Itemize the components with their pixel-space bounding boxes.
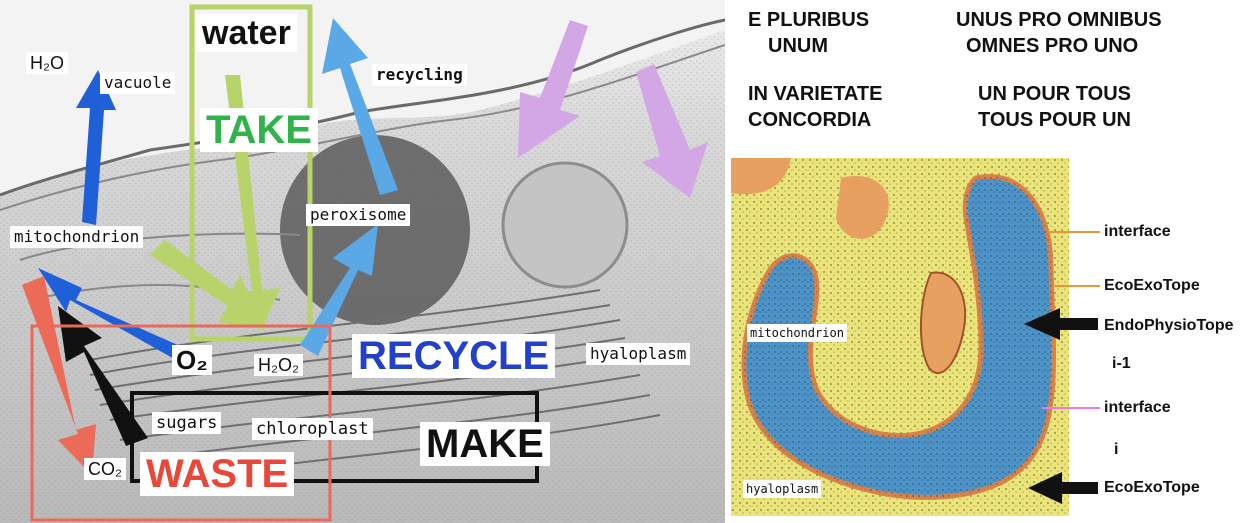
endophysiotope-label: EndoPhysioTope — [1104, 317, 1234, 334]
mitochondrion-micrograph: mitochondrion hyaloplasm — [731, 158, 1069, 516]
motto-line: E PLURIBUS — [748, 9, 870, 31]
o2-arrow — [38, 268, 180, 360]
motto-line: OMNES PRO UNO — [966, 35, 1139, 57]
peroxisome-arrow — [300, 224, 378, 356]
interface-label-top: interface — [1104, 223, 1171, 240]
h2o-arrow — [76, 70, 116, 225]
ecoexotope-label-bottom: EcoExoTope — [1104, 479, 1200, 496]
round-organelle — [501, 161, 629, 289]
motto-line: TOUS POUR UN — [978, 109, 1131, 131]
green-arrow-diagonal — [150, 240, 265, 330]
recycling-arrow-up — [322, 18, 398, 195]
mitochondrion-artwork — [731, 158, 1069, 516]
mitochondrion-label: mitochondrion — [10, 226, 144, 248]
make-label: MAKE — [420, 422, 550, 466]
o2-label: O₂ — [172, 345, 212, 375]
hyaloplasm-image-label: hyaloplasm — [743, 480, 822, 498]
mitochondrion-image-label: mitochondrion — [747, 324, 847, 342]
h2o-label: H₂O — [26, 52, 68, 74]
motto-line: IN VARIETATE — [748, 83, 883, 105]
waste-label: WASTE — [140, 452, 295, 496]
motto-line: UNUS PRO OMNIBUS — [956, 9, 1162, 31]
motto-line: UNUM — [768, 35, 828, 57]
h2o2-label: H₂O₂ — [254, 354, 303, 376]
level-i-minus-1-label: i-1 — [1112, 355, 1131, 372]
sugars-arrow — [58, 306, 148, 446]
violet-arrow-2 — [636, 64, 708, 198]
take-box — [189, 4, 313, 342]
co2-label: CO₂ — [84, 458, 126, 480]
level-i-label: i — [1114, 441, 1119, 458]
hyaloplasm-label: hyaloplasm — [586, 343, 691, 365]
cell-micrograph-diagram: H₂O vacuole water recycling TAKE mitocho… — [0, 0, 725, 523]
take-label: TAKE — [200, 108, 318, 152]
water-label: water — [196, 14, 297, 52]
motto-line: UN POUR TOUS — [978, 83, 1131, 105]
motto-line: CONCORDIA — [748, 109, 872, 131]
violet-arrow-1 — [518, 20, 588, 158]
sugars-label: sugars — [152, 412, 222, 434]
peroxisome-label: peroxisome — [306, 204, 411, 226]
vacuole-label: vacuole — [100, 72, 176, 94]
ecoexotope-label-top: EcoExoTope — [1104, 277, 1200, 294]
recycle-label: RECYCLE — [352, 334, 556, 378]
recycling-label: recycling — [372, 64, 467, 86]
interface-label-lower: interface — [1104, 399, 1171, 416]
chloroplast-label: chloroplast — [252, 418, 373, 440]
